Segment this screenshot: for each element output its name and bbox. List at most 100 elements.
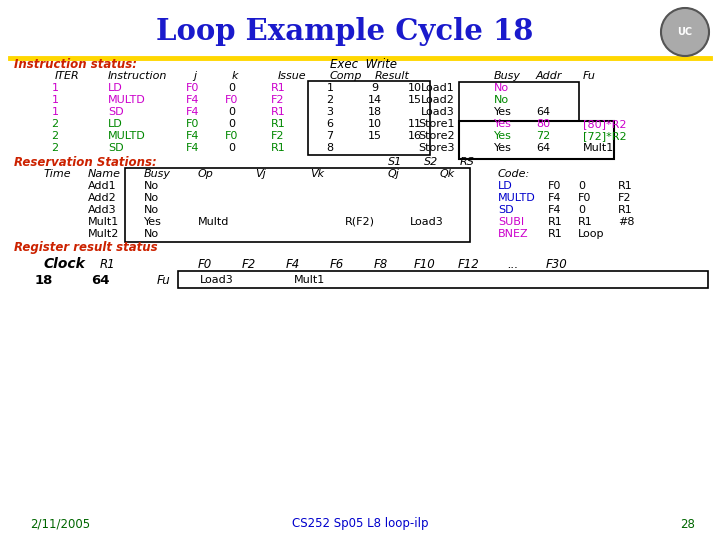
Text: 72: 72 — [536, 131, 550, 141]
Text: F30: F30 — [546, 258, 568, 271]
Text: F0: F0 — [186, 83, 199, 93]
Text: [80]*R2: [80]*R2 — [583, 119, 626, 129]
Text: 2/11/2005: 2/11/2005 — [30, 517, 90, 530]
Text: 28: 28 — [680, 517, 695, 530]
Text: 9: 9 — [372, 83, 379, 93]
Text: F2: F2 — [618, 193, 631, 203]
Text: Add3: Add3 — [88, 205, 117, 215]
Text: LD: LD — [108, 83, 122, 93]
Circle shape — [661, 8, 709, 56]
Text: Load2: Load2 — [421, 95, 455, 105]
Text: Load3: Load3 — [421, 107, 455, 117]
Text: R(F2): R(F2) — [345, 217, 375, 227]
Text: 18: 18 — [35, 273, 53, 287]
Text: Add2: Add2 — [88, 193, 117, 203]
Text: Yes: Yes — [494, 107, 512, 117]
Text: Yes: Yes — [494, 119, 512, 129]
Text: Vj: Vj — [255, 169, 266, 179]
Text: Addr: Addr — [536, 71, 562, 81]
Text: 2: 2 — [326, 95, 333, 105]
Text: Mult1: Mult1 — [88, 217, 120, 227]
Text: Yes: Yes — [144, 217, 162, 227]
Text: R1: R1 — [271, 143, 285, 153]
Text: F2: F2 — [271, 95, 284, 105]
Text: F0: F0 — [186, 119, 199, 129]
Text: Name: Name — [88, 169, 121, 179]
Text: F10: F10 — [414, 258, 436, 271]
Text: LD: LD — [498, 181, 513, 191]
Text: [72]*R2: [72]*R2 — [583, 131, 626, 141]
Text: R1: R1 — [548, 217, 563, 227]
Text: 0: 0 — [578, 205, 585, 215]
Text: SD: SD — [498, 205, 513, 215]
Text: F2: F2 — [271, 131, 284, 141]
Text: Yes: Yes — [494, 143, 512, 153]
Text: Store1: Store1 — [418, 119, 455, 129]
Text: 15: 15 — [368, 131, 382, 141]
Text: Result: Result — [375, 71, 410, 81]
Text: F4: F4 — [186, 107, 199, 117]
Text: F8: F8 — [374, 258, 388, 271]
Text: R1: R1 — [548, 229, 563, 239]
Text: 15: 15 — [408, 95, 422, 105]
Text: 0: 0 — [228, 119, 235, 129]
Text: Reservation Stations:: Reservation Stations: — [14, 156, 157, 168]
Text: 2: 2 — [51, 131, 58, 141]
Text: CS252 Sp05 L8 loop-ilp: CS252 Sp05 L8 loop-ilp — [292, 517, 428, 530]
Text: 2: 2 — [51, 143, 58, 153]
Text: R1: R1 — [618, 181, 633, 191]
Text: 3: 3 — [326, 107, 333, 117]
Bar — [459, 82, 579, 121]
Text: No: No — [144, 205, 159, 215]
Text: 16: 16 — [408, 131, 422, 141]
Text: F4: F4 — [186, 95, 199, 105]
Text: Mult1: Mult1 — [583, 143, 614, 153]
Text: No: No — [494, 95, 509, 105]
Text: Issue: Issue — [278, 71, 307, 81]
Text: No: No — [494, 83, 509, 93]
Text: F0: F0 — [578, 193, 591, 203]
Text: Yes: Yes — [494, 131, 512, 141]
Text: F0: F0 — [548, 181, 562, 191]
Text: Store2: Store2 — [418, 131, 455, 141]
Text: F12: F12 — [458, 258, 480, 271]
Text: 64: 64 — [536, 143, 550, 153]
Text: 64: 64 — [536, 107, 550, 117]
Text: MULTD: MULTD — [108, 131, 145, 141]
Text: Comp: Comp — [330, 71, 362, 81]
Text: R1: R1 — [578, 217, 593, 227]
Text: Time: Time — [44, 169, 71, 179]
Text: R1: R1 — [618, 205, 633, 215]
Text: SD: SD — [108, 143, 124, 153]
Text: F4: F4 — [186, 143, 199, 153]
Text: 1: 1 — [52, 107, 58, 117]
Text: R1: R1 — [271, 119, 285, 129]
Text: BNEZ: BNEZ — [498, 229, 528, 239]
Text: 1: 1 — [326, 83, 333, 93]
Text: S1: S1 — [388, 157, 402, 167]
Text: 2: 2 — [51, 119, 58, 129]
Text: 6: 6 — [326, 119, 333, 129]
Bar — [459, 121, 614, 159]
Text: F4: F4 — [548, 205, 562, 215]
Text: 0: 0 — [228, 83, 235, 93]
Text: Qj: Qj — [388, 169, 400, 179]
Text: No: No — [144, 193, 159, 203]
Text: 8: 8 — [326, 143, 333, 153]
Text: No: No — [144, 181, 159, 191]
Text: 14: 14 — [368, 95, 382, 105]
Text: Instruction status:: Instruction status: — [14, 58, 137, 71]
Text: F2: F2 — [242, 258, 256, 271]
Text: F6: F6 — [330, 258, 344, 271]
Text: Exec  Write: Exec Write — [330, 58, 397, 71]
Text: j: j — [193, 71, 196, 81]
Text: F0: F0 — [225, 131, 239, 141]
Text: Store3: Store3 — [418, 143, 455, 153]
Text: Instruction: Instruction — [108, 71, 167, 81]
Text: Multd: Multd — [198, 217, 230, 227]
Text: 7: 7 — [326, 131, 333, 141]
Text: 1: 1 — [52, 83, 58, 93]
Bar — [308, 81, 430, 155]
Text: k: k — [232, 71, 238, 81]
Text: Loop: Loop — [578, 229, 605, 239]
